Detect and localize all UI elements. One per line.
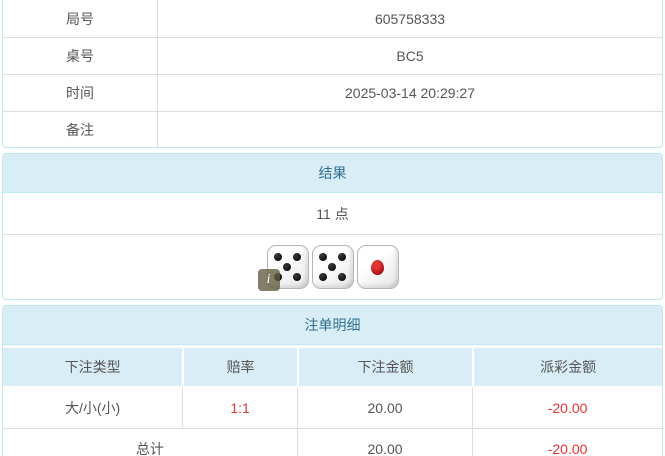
- game-info-panel: 局号 605758333 桌号 BC5 时间 2025-03-14 20:29:…: [2, 0, 663, 148]
- die-pip: [274, 253, 283, 261]
- info-icon[interactable]: i: [257, 269, 280, 291]
- bet-row: 大/小(小) 1:1 20.00 -20.00: [3, 386, 662, 428]
- col-odds: 赔率: [182, 348, 297, 386]
- time-value: 2025-03-14 20:29:27: [345, 85, 475, 101]
- total-row: 总计 20.00 -20.00: [3, 428, 662, 456]
- die-2: [311, 245, 354, 289]
- table-number-label: 桌号: [3, 38, 158, 74]
- bet-detail-panel: 注单明细 下注类型 赔率 下注金额 派彩金额 大/小(小) 1:1 20.00 …: [2, 305, 663, 456]
- info-row-table: 桌号 BC5: [3, 37, 662, 74]
- col-bet-type: 下注类型: [3, 348, 183, 386]
- die-pip: [292, 273, 301, 281]
- die-pip: [292, 253, 301, 261]
- result-points: 11 点: [3, 193, 662, 235]
- die-pip: [337, 253, 346, 261]
- time-label: 时间: [3, 75, 158, 111]
- total-payout-cell: -20.00: [472, 428, 662, 456]
- die-pip: [319, 273, 328, 281]
- col-payout-amount: 派彩金额: [472, 348, 662, 386]
- bet-payout-cell: -20.00: [472, 386, 662, 428]
- dice-row: i: [3, 235, 662, 299]
- bets-table: 下注类型 赔率 下注金额 派彩金额 大/小(小) 1:1 20.00 -20.0…: [3, 348, 662, 456]
- die-pip: [283, 263, 292, 271]
- bet-amount-cell: 20.00: [296, 386, 473, 428]
- bet-odds-cell: 1:1: [182, 386, 297, 428]
- bet-detail-title: 注单明细: [3, 306, 662, 345]
- remark-label: 备注: [3, 112, 158, 147]
- die-pip: [319, 253, 328, 261]
- die-pip: [328, 263, 337, 271]
- die-pip: [371, 259, 384, 275]
- dice-group: i: [257, 245, 399, 291]
- info-row-time: 时间 2025-03-14 20:29:27: [3, 74, 662, 111]
- total-label-cell: 总计: [3, 428, 297, 456]
- result-panel-title: 结果: [3, 154, 662, 193]
- die-pip: [337, 273, 346, 281]
- total-amount-cell: 20.00: [296, 428, 473, 456]
- table-number-value: BC5: [396, 48, 424, 64]
- info-row-round: 局号 605758333: [3, 0, 662, 37]
- remark-value: [158, 112, 662, 147]
- col-bet-amount: 下注金额: [296, 348, 473, 386]
- bets-header-row: 下注类型 赔率 下注金额 派彩金额: [3, 348, 662, 386]
- info-row-remark: 备注: [3, 111, 662, 147]
- die-3: [356, 245, 399, 289]
- result-panel: 结果 11 点 i: [2, 153, 663, 300]
- round-number-label: 局号: [3, 0, 158, 37]
- round-number-value: 605758333: [374, 10, 446, 27]
- bet-type-cell: 大/小(小): [3, 386, 183, 428]
